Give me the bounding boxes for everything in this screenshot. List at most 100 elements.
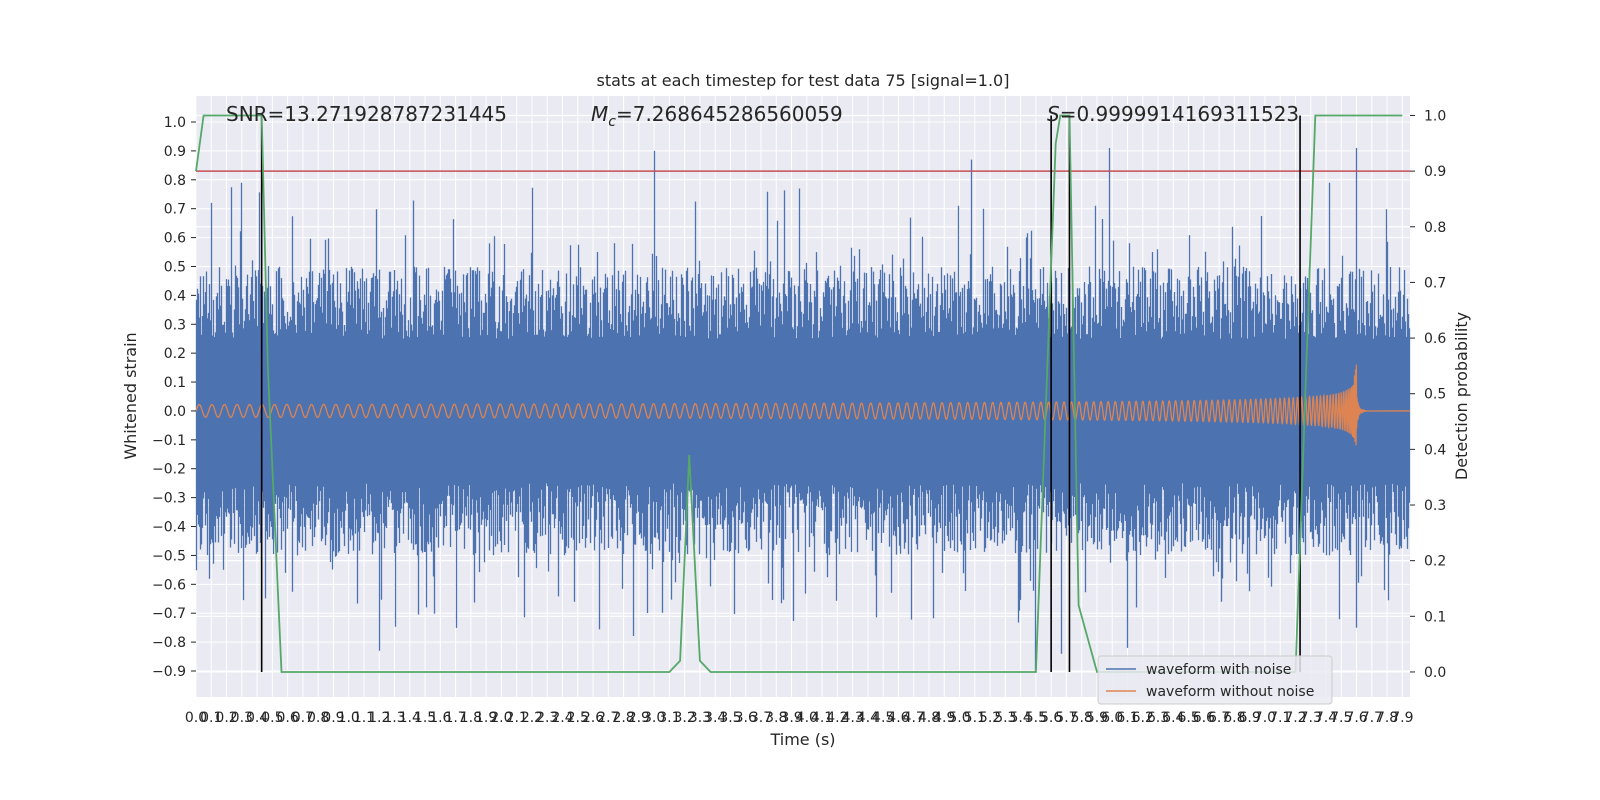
x-tick-label: 4.6 — [887, 710, 909, 726]
x-tick-label: 3.2 — [674, 710, 696, 726]
y-tick-label: 0.1 — [164, 375, 186, 391]
x-tick-label: 0.8 — [307, 710, 329, 726]
x-tick-label: 3.0 — [643, 710, 665, 726]
x-tick-label: 6.8 — [1223, 710, 1245, 726]
y2-tick-label: 0.9 — [1424, 164, 1446, 180]
x-tick-label: 3.8 — [765, 710, 787, 726]
x-tick-label: 3.4 — [704, 710, 726, 726]
x-tick-label: 5.1 — [964, 710, 986, 726]
x-tick-label: 7.2 — [1284, 710, 1306, 726]
y-tick-label: −0.8 — [152, 635, 186, 651]
x-tick-labels: 0.00.10.20.30.40.50.60.70.80.91.01.11.21… — [185, 710, 1414, 726]
x-tick-label: 0.9 — [322, 710, 344, 726]
y-tick-label: 0.3 — [164, 317, 186, 333]
x-tick-label: 4.1 — [811, 710, 833, 726]
y-tick-label: 0.4 — [164, 288, 186, 304]
x-tick-label: 5.8 — [1071, 710, 1093, 726]
score-value: =0.9999914169311523 — [1060, 102, 1299, 126]
x-tick-label: 0.0 — [185, 710, 207, 726]
chirp-mass-subscript: c — [608, 114, 616, 130]
x-tick-label: 5.7 — [1055, 710, 1077, 726]
x-tick-label: 3.9 — [780, 710, 802, 726]
chirp-mass-annotation: Mc=7.268645286560059 — [591, 102, 843, 130]
y-tick-label: 0.7 — [164, 202, 186, 218]
legend-label-clean: waveform without noise — [1146, 684, 1314, 700]
x-tick-label: 1.9 — [475, 710, 497, 726]
y-tick-label: 0.0 — [164, 404, 186, 420]
x-tick-label: 7.8 — [1376, 710, 1398, 726]
y-tick-label: −0.5 — [152, 548, 186, 564]
x-tick-label: 0.6 — [276, 710, 298, 726]
x-tick-label: 4.0 — [796, 710, 818, 726]
x-tick-label: 3.3 — [689, 710, 711, 726]
y2-tick-labels: 0.0 0.1 0.2 0.3 0.4 0.5 0.6 0.7 0.8 0.9 1.0 — [1410, 108, 1446, 681]
x-axis-label: Time (s) — [769, 730, 835, 749]
x-tick-label: 5.2 — [979, 710, 1001, 726]
y2-tick-label: 0.5 — [1424, 387, 1446, 403]
x-tick-label: 0.2 — [215, 710, 237, 726]
y-tick-label: −0.6 — [152, 577, 186, 593]
score-annotation: S=0.9999914169311523 — [1047, 102, 1299, 126]
x-tick-label: 5.3 — [994, 710, 1016, 726]
y2-tick-label: 0.8 — [1424, 220, 1446, 236]
y-tick-label: 0.6 — [164, 231, 186, 247]
x-tick-label: 2.2 — [521, 710, 543, 726]
snr-annotation: SNR=13.271928787231445 — [226, 102, 507, 126]
y2-axis-label: Detection probability — [1452, 312, 1471, 480]
x-tick-label: 2.4 — [551, 710, 573, 726]
x-tick-label: 7.9 — [1391, 710, 1413, 726]
y-tick-label: −0.7 — [152, 606, 186, 622]
x-tick-label: 4.5 — [872, 710, 894, 726]
x-tick-label: 4.8 — [918, 710, 940, 726]
x-tick-label: 6.9 — [1239, 710, 1261, 726]
y2-tick-label: 0.6 — [1424, 331, 1446, 347]
x-tick-label: 4.7 — [903, 710, 925, 726]
y2-tick-label: 0.7 — [1424, 275, 1446, 291]
x-tick-label: 6.1 — [1116, 710, 1138, 726]
chirp-mass-symbol: M — [591, 102, 608, 126]
y-tick-label: 1.0 — [164, 115, 186, 131]
y-tick-label: 0.9 — [164, 144, 186, 160]
x-tick-label: 7.5 — [1330, 710, 1352, 726]
x-tick-label: 7.4 — [1315, 710, 1337, 726]
y2-tick-label: 0.0 — [1424, 665, 1446, 681]
x-tick-label: 6.7 — [1208, 710, 1230, 726]
legend-label-noisy: waveform with noise — [1146, 662, 1291, 678]
x-tick-label: 6.0 — [1101, 710, 1123, 726]
x-tick-label: 6.3 — [1147, 710, 1169, 726]
score-symbol: S — [1047, 102, 1060, 126]
x-tick-label: 4.3 — [841, 710, 863, 726]
y-tick-label: −0.1 — [152, 433, 186, 449]
x-tick-label: 6.6 — [1193, 710, 1215, 726]
x-tick-label: 7.6 — [1345, 710, 1367, 726]
x-tick-label: 5.0 — [948, 710, 970, 726]
x-tick-label: 1.0 — [338, 710, 360, 726]
y-tick-label: −0.2 — [152, 462, 186, 478]
x-tick-label: 5.5 — [1025, 710, 1047, 726]
x-tick-label: 7.0 — [1254, 710, 1276, 726]
x-tick-label: 1.5 — [414, 710, 436, 726]
y-tick-label: −0.4 — [152, 520, 186, 536]
x-tick-label: 5.9 — [1086, 710, 1108, 726]
y-tick-label: 0.2 — [164, 346, 186, 362]
y-axis-label: Whitened strain — [121, 332, 140, 459]
x-tick-label: 4.4 — [857, 710, 879, 726]
legend: waveform with noise waveform without noi… — [1097, 655, 1333, 705]
x-tick-label: 6.2 — [1132, 710, 1154, 726]
x-tick-label: 4.2 — [826, 710, 848, 726]
y-tick-label: −0.9 — [152, 664, 186, 680]
x-tick-label: 1.1 — [353, 710, 375, 726]
clean-waveform-trace — [195, 364, 1411, 446]
chirp-mass-value: =7.268645286560059 — [616, 102, 843, 126]
x-tick-label: 6.5 — [1177, 710, 1199, 726]
x-tick-label: 1.6 — [429, 710, 451, 726]
x-tick-label: 0.1 — [200, 710, 222, 726]
x-tick-label: 2.5 — [567, 710, 589, 726]
x-tick-label: 7.7 — [1361, 710, 1383, 726]
x-tick-label: 1.3 — [383, 710, 405, 726]
x-tick-label: 2.3 — [536, 710, 558, 726]
x-tick-label: 6.4 — [1162, 710, 1184, 726]
y2-tick-label: 0.2 — [1424, 554, 1446, 570]
x-tick-label: 1.2 — [368, 710, 390, 726]
